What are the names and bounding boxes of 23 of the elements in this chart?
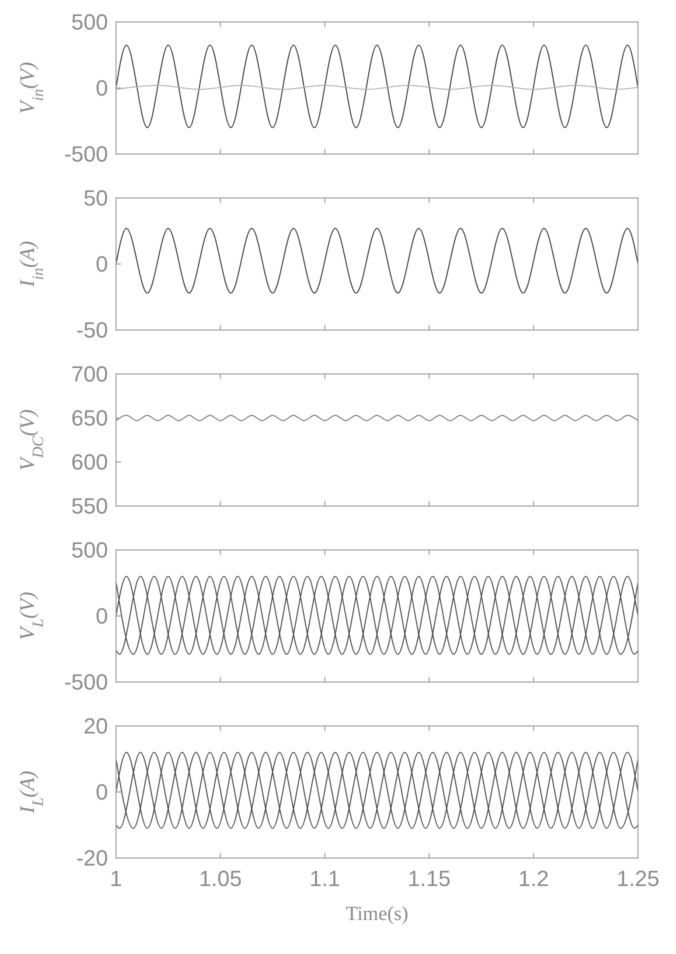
y-tick-label: 0 (96, 604, 108, 629)
y-tick-label: 0 (96, 780, 108, 805)
x-tick-label: 1.05 (198, 866, 242, 891)
x-tick-label: 1 (110, 866, 122, 891)
y-tick-label: 50 (84, 186, 108, 211)
y-tick-label: -50 (76, 318, 108, 343)
y-tick-label: 500 (71, 538, 108, 563)
y-tick-label: -500 (64, 142, 108, 167)
x-axis-title: Time(s) (346, 903, 408, 925)
x-tick-label: 1.1 (310, 866, 340, 891)
y-tick-label: 600 (71, 450, 108, 475)
y-tick-label: 20 (84, 714, 108, 739)
y-tick-label: -500 (64, 670, 108, 695)
y-tick-label: 550 (71, 494, 108, 519)
y-tick-label: 0 (96, 76, 108, 101)
y-tick-label: 500 (71, 10, 108, 35)
y-tick-label: 0 (96, 252, 108, 277)
y-tick-label: -20 (76, 846, 108, 871)
x-tick-label: 1.2 (518, 866, 549, 891)
y-tick-label: 650 (71, 406, 108, 431)
x-tick-label: 1.25 (616, 866, 660, 891)
y-tick-label: 700 (71, 362, 108, 387)
x-tick-label: 1.15 (408, 866, 451, 891)
